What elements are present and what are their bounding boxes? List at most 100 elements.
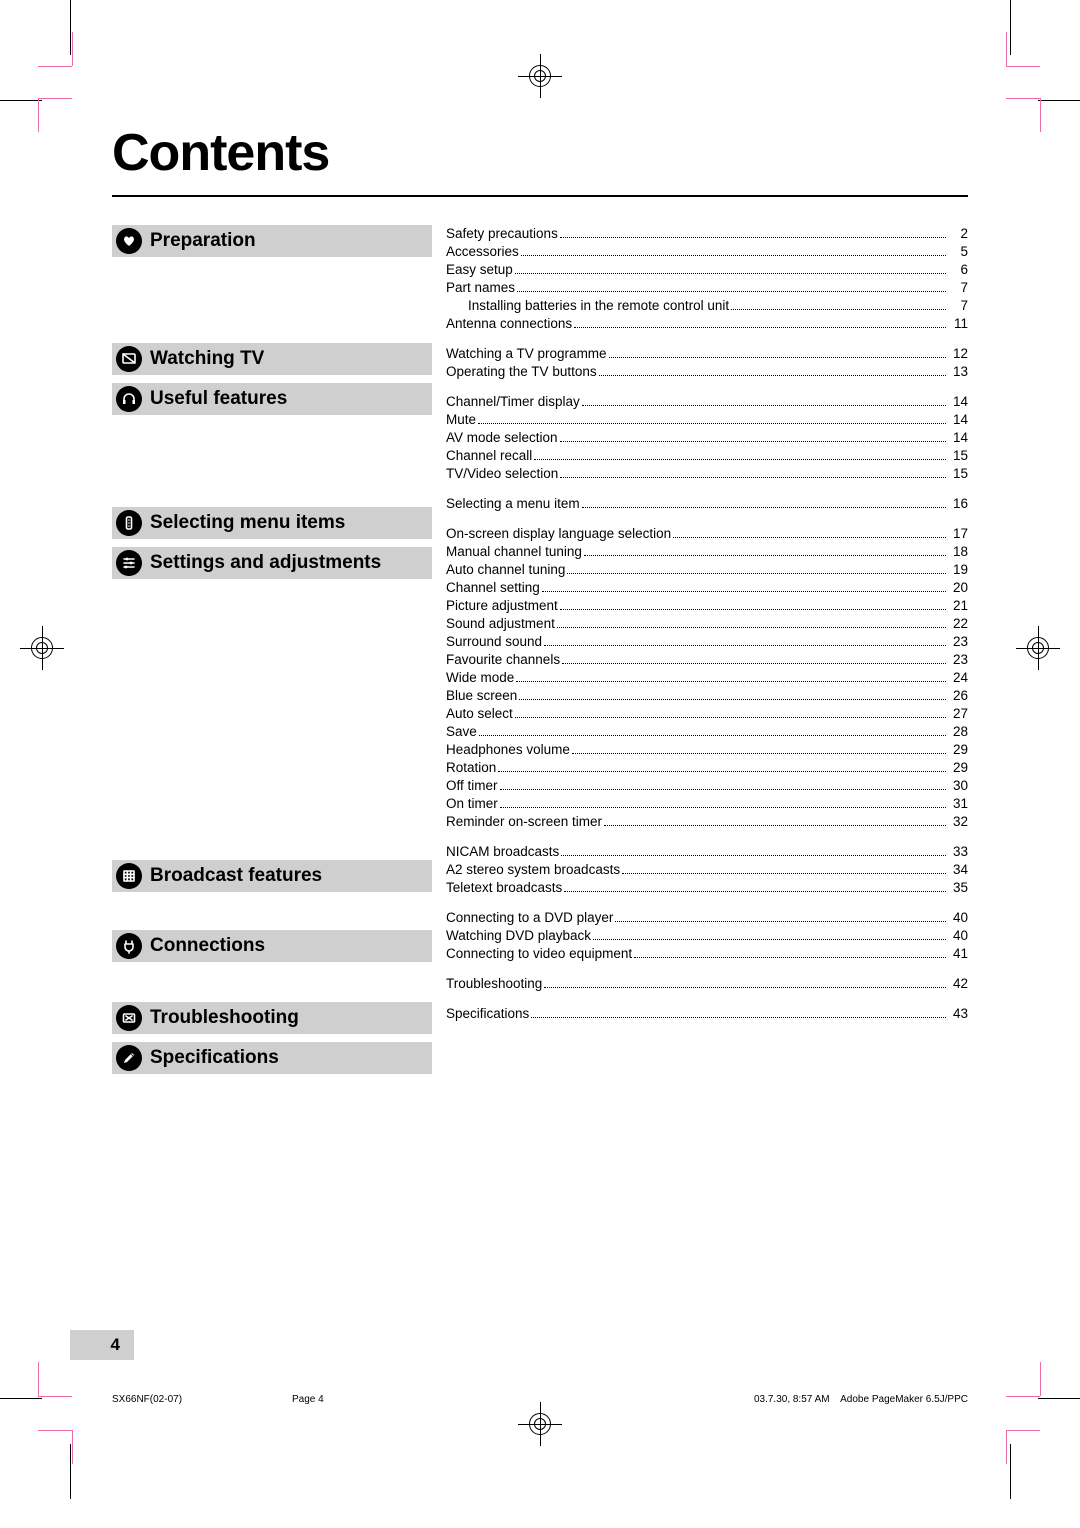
content-area: Contents PreparationWatching TVUseful fe… — [112, 123, 968, 1074]
section-label: Preparation — [150, 230, 256, 252]
toc-entry-page: 31 — [950, 795, 968, 813]
toc-entry-page: 12 — [950, 345, 968, 363]
sliders-icon — [116, 550, 142, 576]
section-head: Connections — [112, 930, 432, 962]
toc-line: Channel/Timer display14 — [446, 393, 968, 411]
toc-dots — [500, 807, 946, 808]
toc-entry-title: Installing batteries in the remote contr… — [468, 297, 729, 315]
toc-dots — [615, 921, 946, 922]
grid-icon — [116, 863, 142, 889]
toc-line: Part names7 — [446, 279, 968, 297]
toc-line: Watching a TV programme12 — [446, 345, 968, 363]
toc-line: TV/Video selection15 — [446, 465, 968, 483]
toc-entry-page: 6 — [950, 261, 968, 279]
toc-entry-title: Part names — [446, 279, 515, 297]
toc-entry-title: Rotation — [446, 759, 496, 777]
heart-icon — [116, 228, 142, 254]
toc-dots — [534, 459, 946, 460]
toc-line: A2 stereo system broadcasts34 — [446, 861, 968, 879]
toc-entry-page: 40 — [950, 927, 968, 945]
toc-dots — [560, 237, 946, 238]
toc-entry-page: 41 — [950, 945, 968, 963]
toc-entry-title: AV mode selection — [446, 429, 558, 447]
toc-entry-page: 14 — [950, 429, 968, 447]
toc-dots — [599, 375, 946, 376]
toc-entry-title: Save — [446, 723, 477, 741]
crop-mark — [1038, 100, 1080, 101]
toc-entry-title: Operating the TV buttons — [446, 363, 597, 381]
title-rule — [112, 195, 968, 197]
toc-entry-page: 23 — [950, 651, 968, 669]
headphones-icon — [116, 386, 142, 412]
toc-dots — [564, 891, 946, 892]
toc-dots — [498, 771, 946, 772]
toc-entry-title: Accessories — [446, 243, 519, 261]
page: { "title": "Contents", "page_number": "4… — [0, 0, 1080, 1528]
toc-group: Connecting to a DVD player40Watching DVD… — [446, 909, 968, 963]
toc-group: Channel/Timer display14Mute14AV mode sel… — [446, 393, 968, 483]
toc-entry-title: Manual channel tuning — [446, 543, 582, 561]
toc-line: Wide mode24 — [446, 669, 968, 687]
section-label: Settings and adjustments — [150, 552, 381, 574]
toc-entry-title: Sound adjustment — [446, 615, 555, 633]
toc-entry-page: 16 — [950, 495, 968, 513]
crop-mark — [1038, 1398, 1080, 1399]
toc-entry-page: 32 — [950, 813, 968, 831]
page-title: Contents — [112, 123, 968, 193]
toc-line: Rotation29 — [446, 759, 968, 777]
toc-entry-page: 23 — [950, 633, 968, 651]
toc-dots — [479, 735, 946, 736]
section-column: PreparationWatching TVUseful featuresSel… — [112, 225, 432, 1074]
toc-line: Surround sound23 — [446, 633, 968, 651]
toc-group: Watching a TV programme12Operating the T… — [446, 345, 968, 381]
toc-dots — [517, 291, 946, 292]
toc-entry-title: Teletext broadcasts — [446, 879, 562, 897]
toc-entry-page: 35 — [950, 879, 968, 897]
toc-dots — [582, 507, 946, 508]
toc-line: Off timer30 — [446, 777, 968, 795]
toc-dots — [572, 753, 946, 754]
registration-mark-top — [518, 54, 562, 98]
section-label: Useful features — [150, 388, 287, 410]
section-head: Preparation — [112, 225, 432, 257]
section-head: Selecting menu items — [112, 507, 432, 539]
toc-entry-page: 7 — [950, 297, 968, 315]
toc-entry-page: 22 — [950, 615, 968, 633]
crop-mark — [70, 1444, 71, 1499]
footer-doc-id: SX66NF(02-07) — [112, 1394, 292, 1405]
toc-line: Auto channel tuning 19 — [446, 561, 968, 579]
toc-entry-title: Troubleshooting — [446, 975, 542, 993]
toc-entry-page: 15 — [950, 465, 968, 483]
toc-line: Installing batteries in the remote contr… — [446, 297, 968, 315]
toc-entry-title: Reminder on-screen timer — [446, 813, 602, 831]
toc-dots — [531, 1017, 946, 1018]
crop-mark — [1010, 1444, 1011, 1499]
section-head: Settings and adjustments — [112, 547, 432, 579]
plug-icon — [116, 933, 142, 959]
toc-entry-page: 19 — [950, 561, 968, 579]
toc-line: Antenna connections11 — [446, 315, 968, 333]
page-number-value: 4 — [111, 1335, 120, 1355]
toc-line: Channel recall15 — [446, 447, 968, 465]
section-label: Troubleshooting — [150, 1007, 299, 1029]
toc-dots — [567, 573, 946, 574]
toc-entry-title: Connecting to a DVD player — [446, 909, 613, 927]
toc-group: Troubleshooting42 — [446, 975, 968, 993]
screen-icon — [116, 346, 142, 372]
toc-entry-title: On-screen display language selection — [446, 525, 671, 543]
toc-dots — [542, 591, 946, 592]
footer-app: Adobe PageMaker 6.5J/PPC — [840, 1394, 968, 1405]
toc-dots — [622, 873, 946, 874]
toc-dots — [593, 939, 946, 940]
toc-entry-page: 40 — [950, 909, 968, 927]
toc-entry-title: Auto channel tuning — [446, 561, 565, 579]
toc-dots — [519, 699, 946, 700]
toc-entry-title: Off timer — [446, 777, 498, 795]
toc-column: Safety precautions2Accessories5Easy setu… — [432, 225, 968, 1074]
toc-line: Mute14 — [446, 411, 968, 429]
registration-mark-right — [1016, 626, 1060, 670]
toc-dots — [560, 609, 946, 610]
toc-line: Selecting a menu item16 — [446, 495, 968, 513]
registration-mark-left — [20, 626, 64, 670]
toc-entry-title: A2 stereo system broadcasts — [446, 861, 620, 879]
